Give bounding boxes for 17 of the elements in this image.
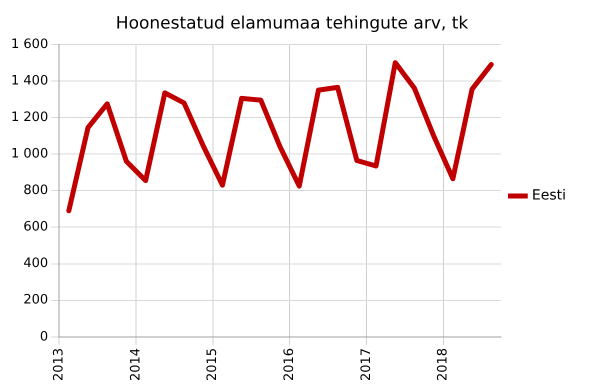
- y-tick-label: 600: [23, 220, 48, 235]
- y-tick-label: 200: [23, 292, 48, 308]
- x-tick-label: 2016: [282, 348, 298, 382]
- x-tick-label: 2013: [52, 348, 67, 382]
- y-tick-label: 800: [23, 183, 48, 198]
- y-tick-label: 1 000: [11, 146, 48, 162]
- y-tick-label: 1 600: [11, 36, 48, 52]
- x-tick-label: 2017: [358, 348, 374, 382]
- x-tick-label: 2015: [205, 348, 220, 382]
- y-tick-label: 1 200: [11, 110, 48, 125]
- y-tick-label: 0: [40, 329, 48, 344]
- x-tick-label: 2014: [128, 348, 144, 382]
- x-tick-label: 2018: [436, 348, 451, 382]
- y-tick-label: 400: [23, 256, 48, 272]
- chart-title: Hoonestatud elamumaa tehingute arv, tk: [116, 14, 468, 34]
- legend-label: Eesti: [532, 188, 566, 204]
- y-tick-label: 1 400: [11, 73, 48, 88]
